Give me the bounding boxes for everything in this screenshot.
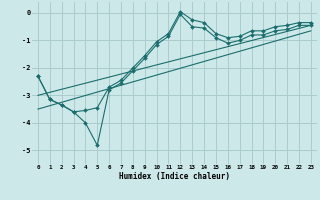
X-axis label: Humidex (Indice chaleur): Humidex (Indice chaleur) (119, 172, 230, 181)
